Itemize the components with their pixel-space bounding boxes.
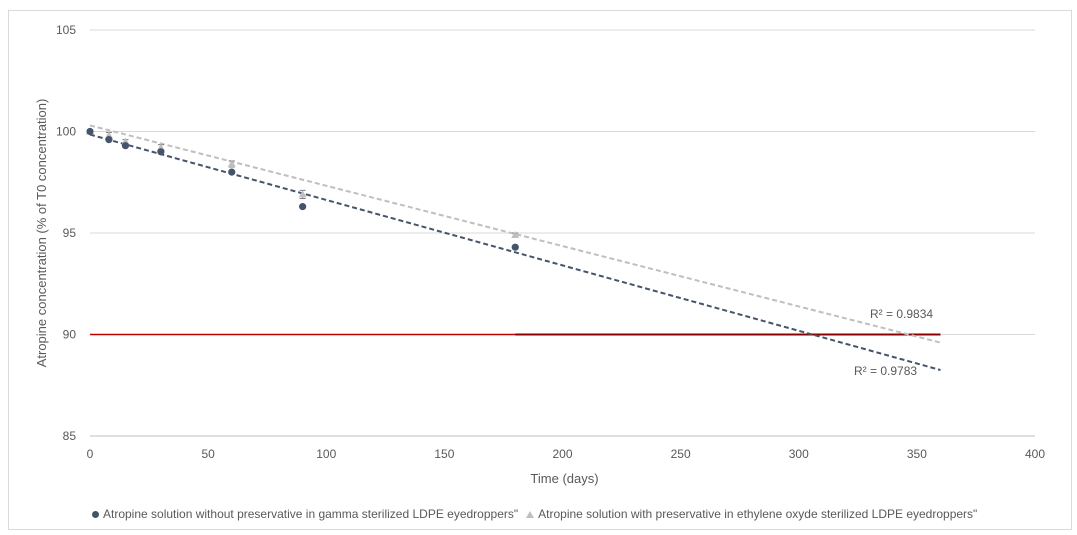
r2-label-series-1: R² = 0.9783 <box>854 364 917 378</box>
y-tick-label: 85 <box>63 429 77 443</box>
data-point-series-1 <box>157 148 165 156</box>
x-tick-label: 200 <box>552 447 572 461</box>
data-point-series-1 <box>511 243 519 251</box>
data-point-series-2 <box>227 159 236 167</box>
y-tick-label: 105 <box>56 23 76 37</box>
x-tick-label: 50 <box>201 447 215 461</box>
triangle-marker-icon <box>526 510 535 518</box>
x-tick-label: 300 <box>789 447 809 461</box>
y-tick-label: 90 <box>63 328 77 342</box>
r2-label-series-2: R² = 0.9834 <box>870 307 933 321</box>
x-tick-label: 400 <box>1025 447 1045 461</box>
x-tick-label: 0 <box>87 447 94 461</box>
x-tick-label: 250 <box>671 447 691 461</box>
data-point-series-1 <box>228 168 236 176</box>
legend-item-series-1: Atropine solution without preservative i… <box>92 507 518 521</box>
legend-item-series-2: Atropine solution with preservative in e… <box>526 507 977 521</box>
y-tick-label: 100 <box>56 125 76 139</box>
circle-marker-icon <box>92 510 99 518</box>
data-point-series-2 <box>511 231 520 239</box>
data-point-series-1 <box>86 127 94 136</box>
data-point-series-2 <box>298 190 307 198</box>
x-tick-label: 100 <box>316 447 336 461</box>
data-point-series-1 <box>105 136 113 144</box>
legend: Atropine solution without preservative i… <box>92 504 977 524</box>
data-point-series-1 <box>299 203 307 211</box>
x-tick-label: 150 <box>434 447 454 461</box>
x-axis-title: Time (days) <box>530 471 598 486</box>
legend-label-series-1: Atropine solution without preservative i… <box>103 507 519 521</box>
legend-label-series-2: Atropine solution with preservative in e… <box>538 507 978 521</box>
data-point-series-1 <box>121 142 130 150</box>
x-tick-label: 350 <box>907 447 927 461</box>
chart-frame <box>8 10 1072 530</box>
y-tick-label: 95 <box>63 226 77 240</box>
y-axis-title: Atropine concentration (% of T0 concentr… <box>34 99 49 368</box>
